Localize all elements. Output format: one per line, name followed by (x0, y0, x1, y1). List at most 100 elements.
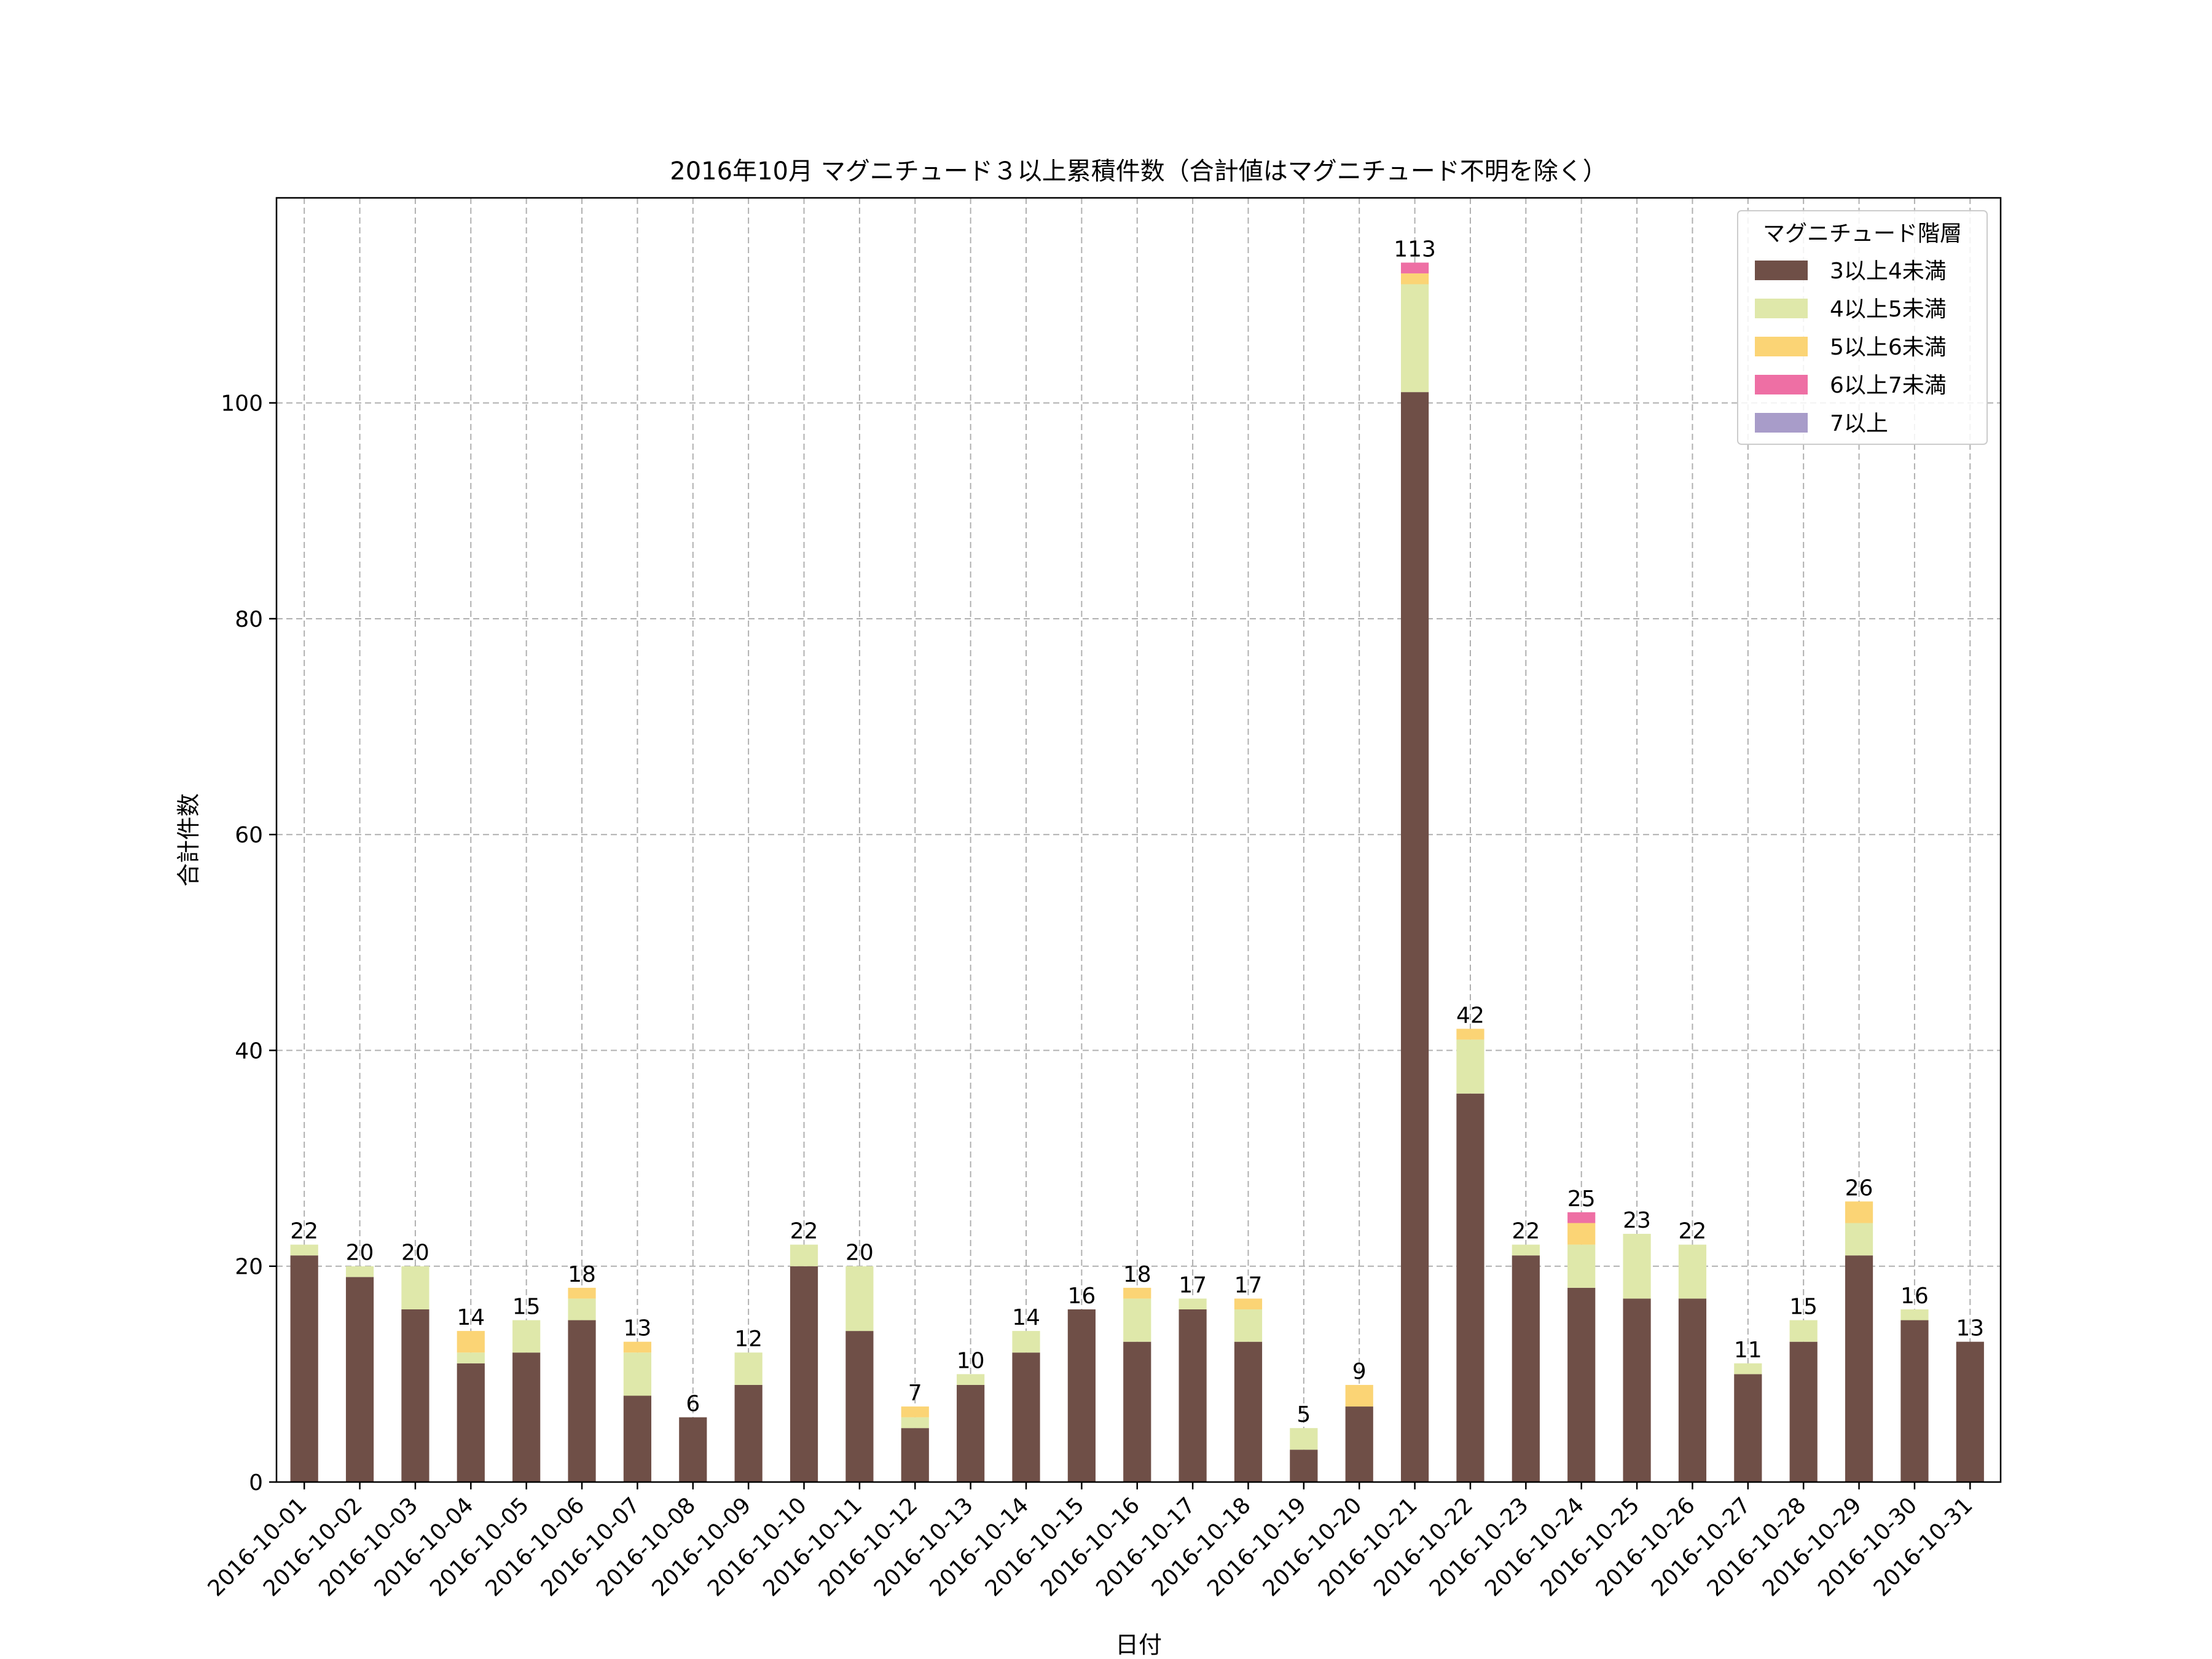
y-tick-label: 100 (221, 391, 263, 417)
bar-segment (1401, 392, 1429, 1482)
bar-segment (623, 1395, 651, 1482)
bar-segment (290, 1255, 318, 1482)
bar-segment (1456, 1029, 1484, 1040)
bar-segment (1401, 273, 1429, 284)
bar-segment (1845, 1255, 1873, 1482)
bar-segment (1179, 1298, 1207, 1309)
bar-segment (1234, 1341, 1263, 1482)
legend-title: マグニチュード階層 (1763, 221, 1962, 246)
bar-segment (734, 1352, 763, 1385)
y-tick-label: 40 (235, 1038, 263, 1064)
legend-label: 4以上5未満 (1830, 297, 1947, 322)
bar-segment (623, 1352, 651, 1396)
y-tick-label: 60 (235, 823, 263, 848)
bar-total-label: 22 (1679, 1219, 1707, 1244)
bar-total-label: 17 (1234, 1273, 1263, 1298)
bar-total-label: 7 (908, 1381, 922, 1406)
bar-segment (734, 1384, 763, 1482)
y-tick-label: 0 (249, 1470, 263, 1496)
bar-segment (401, 1266, 429, 1309)
bar-total-label: 22 (790, 1219, 818, 1244)
bar-total-labels: 22 20 20 14 15 18 13 6 12 22 20 7 10 14 16 18 17 17 5 9 113 4… (290, 237, 1984, 1427)
bar-total-label: 42 (1456, 1003, 1484, 1028)
bar-segment (845, 1331, 874, 1482)
bar-total-label: 13 (624, 1316, 652, 1341)
bar-total-label: 25 (1567, 1186, 1596, 1212)
y-tick-label: 80 (235, 607, 263, 632)
legend-swatch (1755, 261, 1808, 280)
bar-total-label: 14 (457, 1305, 485, 1330)
bar-segment (568, 1298, 596, 1320)
bar-segment (290, 1244, 318, 1256)
bar-segment (1678, 1298, 1707, 1482)
bar-segment (1567, 1287, 1596, 1482)
bar-total-label: 11 (1734, 1338, 1762, 1363)
bar-segment (1623, 1298, 1651, 1482)
bar-segment (1900, 1309, 1929, 1320)
bar-segment (1401, 284, 1429, 393)
bar-segment (1845, 1201, 1873, 1223)
bar-segment (1123, 1298, 1151, 1342)
bar-total-label: 14 (1012, 1305, 1040, 1330)
bar-segment (1456, 1039, 1484, 1094)
bar-segment (1290, 1449, 1318, 1482)
bar-segment (457, 1363, 485, 1482)
bar-segment (568, 1320, 596, 1482)
bar-segment (345, 1277, 374, 1482)
bar-segment (1012, 1352, 1040, 1482)
bar-segment (1123, 1287, 1151, 1299)
bar-segment (957, 1374, 985, 1385)
bar-total-label: 15 (1789, 1295, 1818, 1320)
bar-segment (512, 1320, 541, 1353)
bar-segment (1401, 262, 1429, 273)
bar-segment (1179, 1309, 1207, 1482)
y-axis-label: 合計件数 (175, 793, 202, 887)
bar-segment (1234, 1309, 1263, 1342)
bar-total-label: 22 (290, 1219, 318, 1244)
legend-label: 5以上6未満 (1830, 335, 1947, 360)
legend-label: 3以上4未満 (1830, 259, 1947, 284)
bar-segment (1290, 1428, 1318, 1450)
bar-segment (901, 1428, 929, 1482)
bar-segment (1345, 1406, 1373, 1482)
bar-total-label: 26 (1845, 1175, 1873, 1201)
bar-total-label: 18 (568, 1262, 596, 1287)
bar-segment (1512, 1244, 1540, 1256)
bar-segment (1567, 1212, 1596, 1223)
legend-swatch (1755, 413, 1808, 433)
bar-segment (901, 1417, 929, 1429)
bar-total-label: 20 (845, 1241, 874, 1266)
bar-total-label: 20 (401, 1241, 429, 1266)
bar-segment (457, 1331, 485, 1353)
bar-total-label: 5 (1296, 1402, 1311, 1427)
bar-segment (1567, 1244, 1596, 1288)
bar-segment (1734, 1374, 1762, 1482)
bar-segment (512, 1352, 541, 1482)
bar-segment (1067, 1309, 1096, 1482)
bar-total-label: 15 (512, 1295, 541, 1320)
legend: マグニチュード階層 3以上4未満 4以上5未満 5以上6未満 6以上7未満 7以上 (1737, 210, 1988, 445)
bar-segment (1456, 1093, 1484, 1482)
bar-segment (679, 1417, 707, 1482)
x-axis-label: 日付 (1115, 1631, 1162, 1658)
legend-swatch (1755, 337, 1808, 356)
bar-total-label: 20 (346, 1241, 374, 1266)
bar-total-label: 9 (1352, 1359, 1367, 1384)
bar-segment (1012, 1331, 1040, 1353)
legend-label: 6以上7未満 (1830, 373, 1947, 398)
bar-total-label: 18 (1123, 1262, 1151, 1287)
bars (290, 262, 1984, 1482)
plot-frame (275, 197, 2002, 1483)
bar-segment (568, 1287, 596, 1299)
bar-segment (345, 1266, 374, 1277)
bar-total-label: 12 (734, 1327, 763, 1352)
legend-items: 3以上4未満 4以上5未満 5以上6未満 6以上7未満 7以上 (1755, 259, 1947, 436)
bar-segment (1345, 1384, 1373, 1407)
bar-total-label: 22 (1512, 1219, 1540, 1244)
legend-swatch (1755, 299, 1808, 318)
bar-segment (401, 1309, 429, 1482)
bar-segment (1845, 1223, 1873, 1256)
bar-segment (1567, 1223, 1596, 1245)
bar-segment (1123, 1341, 1151, 1482)
